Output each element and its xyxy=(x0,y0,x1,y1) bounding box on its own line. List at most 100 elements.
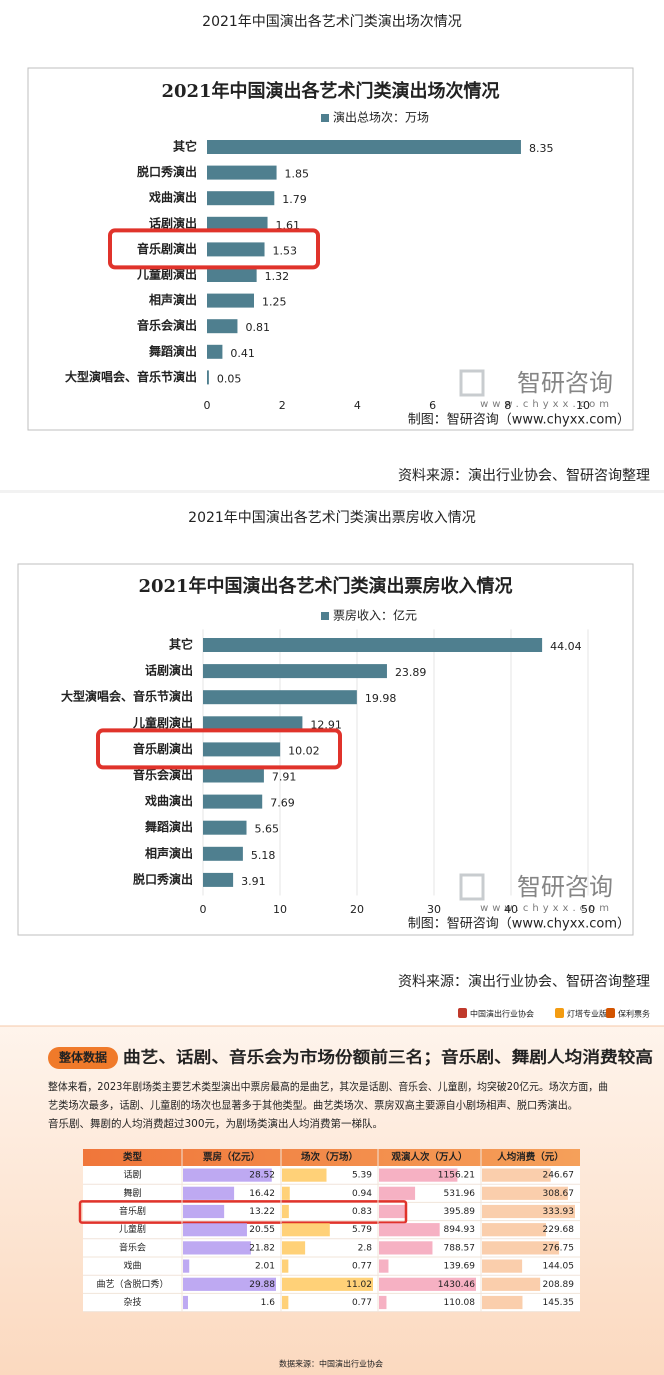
y-tick-label: 戏曲演出 xyxy=(144,793,193,808)
logo-icon xyxy=(458,1008,467,1018)
chart-caption: 2021年中国演出各艺术门类演出场次情况 xyxy=(202,14,462,30)
table-cell: 曲艺（含脱口秀） xyxy=(96,1278,168,1290)
cell-bar xyxy=(183,1295,188,1310)
x-tick-label: 50 xyxy=(581,903,595,916)
data-label: 44.04 xyxy=(550,640,582,653)
table-cell: 话剧 xyxy=(123,1169,141,1181)
logo-text: 灯塔专业版 xyxy=(567,1009,607,1019)
cell-bar xyxy=(379,1168,458,1182)
y-tick-label: 相声演出 xyxy=(145,845,193,860)
table-cell: 229.68 xyxy=(543,1225,575,1235)
table-header-bg xyxy=(83,1149,580,1166)
cell-bar xyxy=(379,1241,433,1255)
chart-source: 资料来源：演出行业协会、智研咨询整理 xyxy=(398,468,650,484)
y-tick-label: 相声演出 xyxy=(149,292,197,307)
bar xyxy=(207,319,238,334)
y-tick-label: 儿童剧演出 xyxy=(136,267,197,282)
table-cell: 894.93 xyxy=(444,1225,476,1235)
table-cell: 音乐会 xyxy=(119,1241,146,1253)
table-cell: 舞剧 xyxy=(123,1188,141,1199)
bar xyxy=(203,716,303,731)
data-label: 0.05 xyxy=(217,372,242,385)
table-cell: 531.96 xyxy=(444,1189,476,1199)
chart-caption: 2021年中国演出各艺术门类演出票房收入情况 xyxy=(188,510,476,526)
x-tick-label: 0 xyxy=(204,399,211,412)
table-cell: 110.08 xyxy=(444,1298,476,1308)
x-tick-label: 6 xyxy=(429,399,436,412)
table-cell: 28.52 xyxy=(249,1171,275,1181)
watermark-brand: 智研咨询 xyxy=(517,873,613,901)
paragraph-line: 音乐剧、舞剧的人均消费超过300元，为剧场类演出人均消费第一梯队。 xyxy=(48,1117,383,1130)
table-cell: 1156.21 xyxy=(438,1171,475,1181)
table-cell: 276.75 xyxy=(543,1243,575,1253)
table-cell: 395.89 xyxy=(444,1207,476,1217)
bar xyxy=(207,293,254,308)
bar xyxy=(207,344,223,359)
x-tick-label: 4 xyxy=(354,399,361,412)
table-cell: 0.83 xyxy=(352,1207,372,1217)
cell-bar xyxy=(282,1241,306,1255)
tag-pill xyxy=(48,1047,118,1069)
watermark-brand: 智研咨询 xyxy=(517,369,613,397)
chart-title: 2021年中国演出各艺术门类演出场次情况 xyxy=(161,80,499,102)
table-cell: 21.82 xyxy=(249,1243,275,1253)
cell-bar xyxy=(282,1204,289,1219)
table-cell: 308.67 xyxy=(543,1189,575,1199)
chart-frame xyxy=(17,563,634,936)
watermark-icon xyxy=(459,873,485,901)
table-cell: 1.6 xyxy=(261,1298,276,1308)
logo-bar xyxy=(0,1000,664,1026)
table-cell: 杂技 xyxy=(123,1296,141,1308)
data-label: 1.32 xyxy=(265,270,290,283)
cell-bar xyxy=(183,1223,247,1237)
cell-bar xyxy=(183,1186,235,1200)
chart-credit: 制图：智研咨询（www.chyxx.com） xyxy=(408,413,630,428)
table-header: 观演人次（万人） xyxy=(390,1151,467,1163)
chart-frame xyxy=(27,67,634,431)
x-tick-label: 2 xyxy=(279,399,286,412)
table-cell: 0.77 xyxy=(352,1262,372,1272)
cell-bar xyxy=(482,1259,523,1273)
table-cell: 音乐剧 xyxy=(119,1205,146,1217)
bar xyxy=(203,638,543,652)
cell-bar xyxy=(482,1186,568,1200)
cell-bar xyxy=(183,1168,272,1182)
y-tick-label: 其它 xyxy=(169,637,193,652)
x-tick-label: 8 xyxy=(504,399,511,412)
table-cell: 788.57 xyxy=(444,1243,476,1253)
bar xyxy=(207,268,257,282)
logo-icon xyxy=(606,1008,615,1018)
cell-bar xyxy=(282,1186,290,1200)
data-label: 19.98 xyxy=(365,692,397,705)
logo-icon xyxy=(555,1008,564,1018)
infographic-source: 数据来源：中国演出行业协会 xyxy=(279,1359,383,1369)
data-label: 7.69 xyxy=(270,797,295,810)
x-tick-label: 10 xyxy=(576,399,590,412)
y-tick-label: 脱口秀演出 xyxy=(137,164,197,179)
x-tick-label: 10 xyxy=(273,903,287,916)
data-label: 10.02 xyxy=(288,744,320,757)
x-tick-label: 20 xyxy=(350,903,364,916)
table-cell: 208.89 xyxy=(543,1280,575,1290)
data-label: 1.85 xyxy=(285,168,310,181)
x-tick-label: 40 xyxy=(504,903,518,916)
table-cell: 333.93 xyxy=(543,1207,575,1217)
x-tick-label: 0 xyxy=(200,903,207,916)
bar xyxy=(203,690,357,705)
table-cell: 11.02 xyxy=(346,1280,372,1290)
legend-label: 演出总场次：万场 xyxy=(333,110,429,125)
cell-bar xyxy=(183,1277,276,1291)
y-tick-label: 戏曲演出 xyxy=(148,190,197,205)
watermark-icon xyxy=(459,369,485,397)
highlight-box xyxy=(108,228,320,270)
cell-bar xyxy=(482,1223,546,1237)
bar xyxy=(203,820,247,835)
table-cell: 13.22 xyxy=(249,1207,275,1217)
y-tick-label: 音乐会演出 xyxy=(133,767,193,782)
cell-bar xyxy=(183,1241,251,1255)
data-label: 8.35 xyxy=(529,142,554,155)
watermark-url: www.chyxx.com xyxy=(480,399,613,410)
watermark-url: www.chyxx.com xyxy=(480,903,613,914)
